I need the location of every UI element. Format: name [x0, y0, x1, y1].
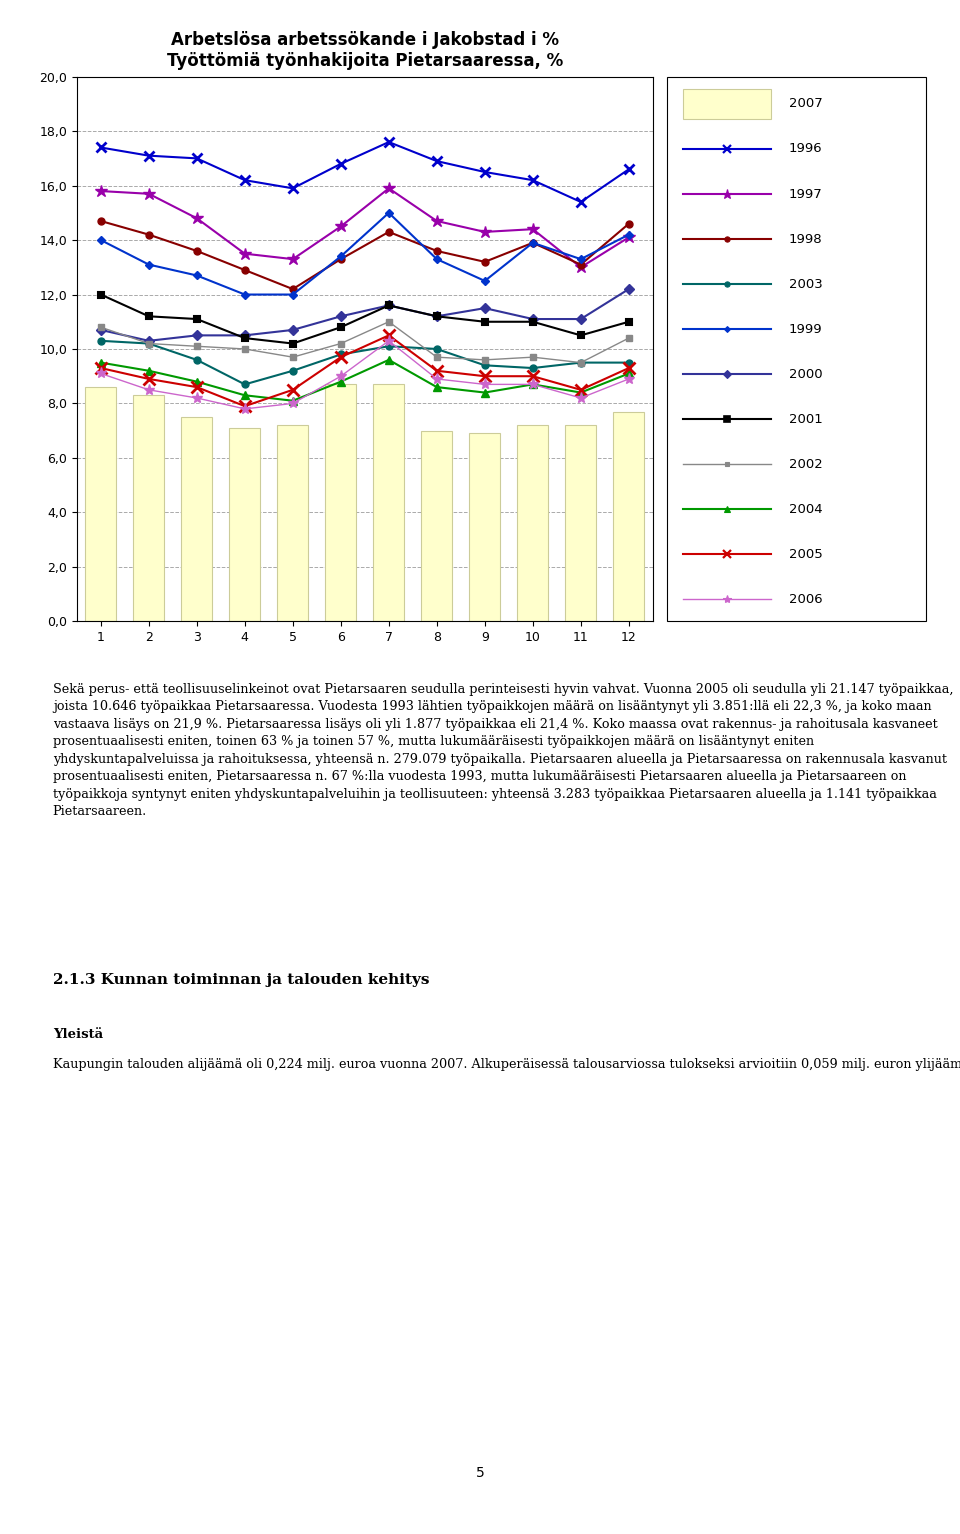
FancyBboxPatch shape — [683, 89, 771, 120]
Text: 2003: 2003 — [789, 278, 823, 290]
Text: 5: 5 — [475, 1465, 485, 1480]
Text: 2.1.3 Kunnan toiminnan ja talouden kehitys: 2.1.3 Kunnan toiminnan ja talouden kehit… — [53, 973, 429, 986]
Text: 2005: 2005 — [789, 548, 823, 561]
Bar — [181, 417, 212, 621]
Text: 2004: 2004 — [789, 503, 823, 515]
Bar — [277, 425, 308, 621]
Bar — [565, 425, 596, 621]
Text: 1999: 1999 — [789, 322, 823, 336]
Bar — [133, 396, 164, 621]
Text: 2006: 2006 — [789, 594, 823, 606]
Title: Arbetslösa arbetssökande i Jakobstad i %
Työttömiä työnhakijoita Pietarsaaressa,: Arbetslösa arbetssökande i Jakobstad i %… — [167, 31, 563, 69]
Bar — [517, 425, 548, 621]
Text: 2000: 2000 — [789, 368, 823, 380]
Text: 2007: 2007 — [789, 98, 823, 110]
Text: 1997: 1997 — [789, 187, 823, 201]
Bar — [229, 428, 260, 621]
Bar — [85, 387, 116, 621]
Bar — [421, 431, 452, 621]
Bar — [613, 411, 644, 621]
Text: Sekä perus- että teollisuuselinkeinot ovat Pietarsaaren seudulla perinteisesti h: Sekä perus- että teollisuuselinkeinot ov… — [53, 683, 953, 818]
Text: Kaupungin talouden alijäämä oli 0,224 milj. euroa vuonna 2007. Alkuperäisessä ta: Kaupungin talouden alijäämä oli 0,224 mi… — [53, 1058, 960, 1071]
Text: Yleistä: Yleistä — [53, 1028, 103, 1040]
Text: 1998: 1998 — [789, 233, 823, 245]
Text: 1996: 1996 — [789, 143, 823, 155]
Text: 2001: 2001 — [789, 413, 823, 426]
Bar — [373, 385, 404, 621]
Bar — [325, 385, 356, 621]
Text: 2002: 2002 — [789, 457, 823, 471]
Bar — [469, 434, 500, 621]
